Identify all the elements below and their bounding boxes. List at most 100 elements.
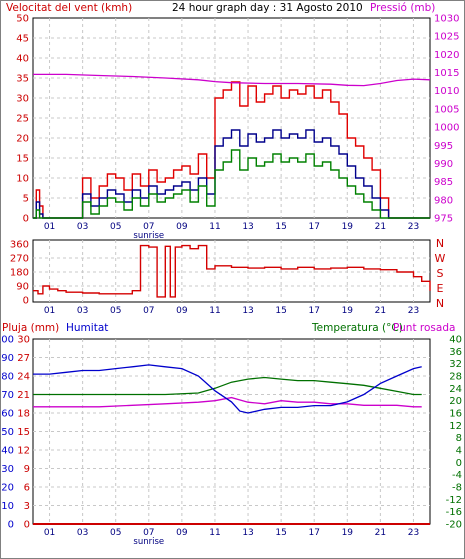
wind-y-tick-label: 20 xyxy=(16,134,29,145)
humidity-series xyxy=(33,364,422,414)
chart-title: 24 hour graph day : 31 Agosto 2010 xyxy=(172,2,363,14)
temperature-y-tick-label: -20 xyxy=(446,520,462,531)
rain-y-tick-label: 21 xyxy=(17,390,30,401)
compass-label: W xyxy=(435,252,446,265)
rain-y-tick-label: 0 xyxy=(24,520,30,531)
pressure-y-tick-label: 1010 xyxy=(434,86,459,97)
temperature-y-tick-label: 32 xyxy=(449,359,462,370)
compass-label: E xyxy=(437,282,444,295)
pressure-y-tick-label: 1020 xyxy=(434,50,459,61)
direction-panel-x-tick-label: 21 xyxy=(375,306,386,316)
wind-panel-x-tick-label: 11 xyxy=(209,222,220,232)
humidity-y-tick-label: 20 xyxy=(1,483,14,494)
rain-y-tick-label: 27 xyxy=(17,353,30,364)
temperature-y-tick-label: 4 xyxy=(456,446,462,457)
dewpoint-series xyxy=(33,396,422,408)
humidity-panel-sunrise-label: sunrise xyxy=(133,537,164,547)
humidity-y-tick-label: 40 xyxy=(1,446,14,457)
humidity-panel-x-tick-label: 17 xyxy=(308,528,319,538)
humidity-y-tick-label: 80 xyxy=(1,372,14,383)
rain-y-tick-label: 12 xyxy=(17,446,30,457)
direction-panel-x-tick-label: 09 xyxy=(176,306,188,316)
pressure-axis-title: Pressió (mb) xyxy=(370,2,435,14)
humidity-y-tick-label: 60 xyxy=(1,409,14,420)
wind-y-tick-label: 50 xyxy=(16,14,29,25)
humidity-panel-x-tick-label: 23 xyxy=(408,528,419,538)
wind-y-tick-label: 40 xyxy=(16,54,29,65)
wind-panel-sunrise-label: sunrise xyxy=(133,231,164,241)
direction-panel-x-tick-label: 11 xyxy=(209,306,220,316)
wind-y-tick-label: 0 xyxy=(23,214,29,225)
temperature-y-tick-label: -12 xyxy=(446,495,462,506)
temperature-y-tick-label: -16 xyxy=(446,507,462,518)
rain-y-tick-label: 6 xyxy=(24,483,30,494)
humidity-y-tick-label: 10 xyxy=(1,501,14,512)
humidity-y-tick-label: 50 xyxy=(1,427,14,438)
humidity-y-tick-label: 30 xyxy=(1,464,14,475)
wind-panel-x-tick-label: 17 xyxy=(308,222,319,232)
humidity-panel-x-tick-label: 07 xyxy=(143,528,154,538)
temperature-y-tick-label: 16 xyxy=(449,409,462,420)
rain-y-tick-label: 30 xyxy=(17,335,30,346)
temperature-series xyxy=(33,376,422,396)
pressure-series xyxy=(33,73,431,87)
direction-y-tick-label: 360 xyxy=(10,240,29,251)
direction-y-tick-label: 270 xyxy=(10,254,29,265)
temperature-y-tick-label: 40 xyxy=(449,335,462,346)
temperature-y-tick-label: 20 xyxy=(449,396,462,407)
compass-label: N xyxy=(436,297,444,310)
direction-y-tick-label: 180 xyxy=(10,268,29,279)
temperature-y-tick-label: 36 xyxy=(449,347,462,358)
humidity-panel-x-tick-label: 13 xyxy=(242,528,253,538)
wind-y-tick-label: 45 xyxy=(16,34,29,45)
direction-panel-x-tick-label: 05 xyxy=(110,306,121,316)
pressure-y-tick-label: 1000 xyxy=(434,123,459,134)
pressure-y-tick-label: 980 xyxy=(434,195,453,206)
wind-y-tick-label: 30 xyxy=(16,94,29,105)
pressure-y-tick-label: 1025 xyxy=(434,32,459,43)
pressure-y-tick-label: 1005 xyxy=(434,104,459,115)
wind-panel-x-tick-label: 13 xyxy=(242,222,253,232)
pressure-y-tick-label: 1030 xyxy=(434,14,459,25)
wind-y-tick-label: 10 xyxy=(16,174,29,185)
compass-label: N xyxy=(436,237,444,250)
rain-y-tick-label: 3 xyxy=(24,501,30,512)
humidity-panel-x-tick-label: 15 xyxy=(275,528,286,538)
direction-panel-x-tick-label: 19 xyxy=(342,306,354,316)
wind-panel-x-tick-label: 03 xyxy=(77,222,88,232)
temperature-y-tick-label: 12 xyxy=(449,421,462,432)
temperature-y-tick-label: -4 xyxy=(452,470,462,481)
wind-panel-x-tick-label: 19 xyxy=(342,222,354,232)
wind-panel: 0510152025303540455097598098599099510001… xyxy=(16,14,459,242)
humidity-panel-x-tick-label: 01 xyxy=(44,528,55,538)
pressure-y-tick-label: 995 xyxy=(434,141,453,152)
humidity-panel-x-tick-label: 11 xyxy=(209,528,220,538)
wind-y-tick-label: 35 xyxy=(16,74,29,85)
direction-panel-x-tick-label: 01 xyxy=(44,306,55,316)
humidity-panel-x-tick-label: 05 xyxy=(110,528,121,538)
wind-panel-x-tick-label: 05 xyxy=(110,222,121,232)
wind-y-tick-label: 25 xyxy=(16,114,29,125)
direction-y-tick-label: 0 xyxy=(23,296,29,307)
pressure-y-tick-label: 985 xyxy=(434,177,453,188)
wind-y-tick-label: 5 xyxy=(23,194,29,205)
wind-y-tick-label: 15 xyxy=(16,154,29,165)
direction-panel-x-tick-label: 03 xyxy=(77,306,88,316)
temperature-y-tick-label: 0 xyxy=(456,458,462,469)
wind-panel-x-tick-label: 01 xyxy=(44,222,55,232)
humidity-panel-x-tick-label: 21 xyxy=(375,528,386,538)
pressure-y-tick-label: 1015 xyxy=(434,68,459,79)
wind-panel-x-tick-label: 21 xyxy=(375,222,386,232)
wind-panel-x-tick-label: 07 xyxy=(143,222,154,232)
direction-panel-x-tick-label: 07 xyxy=(143,306,154,316)
wind-gust-series xyxy=(33,81,430,219)
temperature-y-tick-label: 28 xyxy=(449,372,462,383)
temperature-y-tick-label: 8 xyxy=(456,433,462,444)
wind-average-series xyxy=(33,149,430,219)
humidity-panel-x-tick-label: 03 xyxy=(77,528,88,538)
temperature-y-tick-label: 24 xyxy=(449,384,462,395)
humidity-axis-title: Humitat xyxy=(66,322,108,334)
rain-y-tick-label: 15 xyxy=(17,427,30,438)
